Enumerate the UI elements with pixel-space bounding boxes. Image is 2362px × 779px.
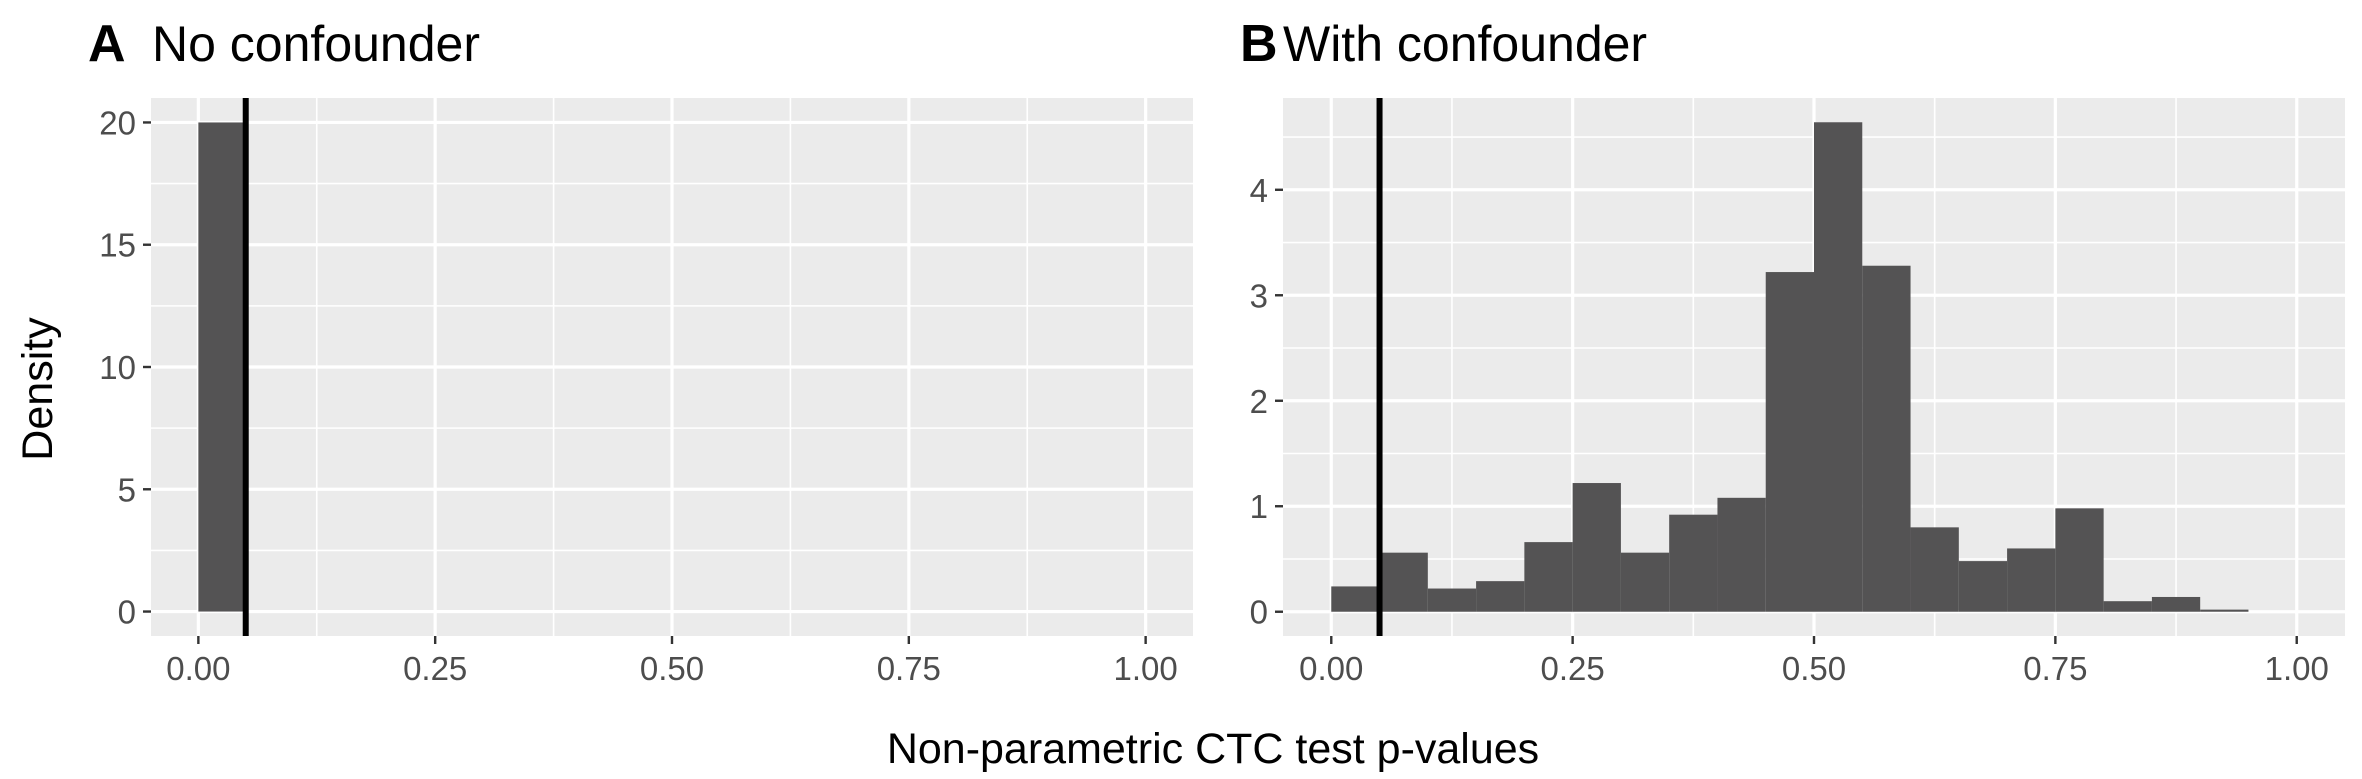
panel-b-y-tick-label: 4 xyxy=(1250,172,1268,209)
panel-b-histogram-bar xyxy=(1524,542,1573,612)
panel-b-y-tick-label: 2 xyxy=(1250,383,1268,420)
panel-b-histogram-bar xyxy=(1379,552,1428,612)
panel-a-y-tick-label: 0 xyxy=(118,594,136,631)
panel-a-histogram-bar xyxy=(198,122,246,612)
panel-b-y-tick-label: 0 xyxy=(1250,594,1268,631)
panel-b-histogram-bar xyxy=(1765,272,1814,612)
panel-a-y-tick-label: 5 xyxy=(118,471,136,508)
panel-b-histogram-bar xyxy=(1717,497,1766,612)
panel-b-histogram-bar xyxy=(2007,548,2056,612)
panel-a-x-tick-label: 0.00 xyxy=(166,650,230,687)
panel-a-title: No confounder xyxy=(152,16,480,72)
panel-b-x-tick-label: 0.25 xyxy=(1541,650,1605,687)
panel-b-histogram-bar xyxy=(1331,586,1380,612)
panel-b-histogram-bar xyxy=(2055,508,2104,612)
panel-b-histogram-bar xyxy=(1814,122,1863,612)
panel-b-x-tick-label: 1.00 xyxy=(2265,650,2329,687)
panel-a-tag: A xyxy=(88,15,126,73)
panel-a-y-tick-label: 15 xyxy=(99,227,136,264)
panel-b-tag: B xyxy=(1240,15,1278,73)
panel-b-histogram-bar xyxy=(1958,561,2008,612)
panel-b-histogram-bar xyxy=(1572,483,1621,612)
panel-b-x-tick-label: 0.50 xyxy=(1782,650,1846,687)
panel-a-no-confounder: A No confounder 0.00 0.25 0.50 0.75 1.00 0 5 10… xyxy=(88,15,1193,687)
panel-b-title: With confounder xyxy=(1283,16,1647,72)
panel-a-y-tick-label: 20 xyxy=(99,104,136,141)
panel-b-y-tick-label: 3 xyxy=(1250,277,1268,314)
panel-b-histogram-bar xyxy=(1862,265,1911,612)
panel-b-with-confounder: B With confounder 0.00 0.25 0.50 0.75 1.00 0 1… xyxy=(1240,15,2345,687)
y-axis-title: Density xyxy=(14,317,62,461)
panel-b-x-tick-label: 0.00 xyxy=(1299,650,1363,687)
x-axis-title: Non-parametric CTC test p-values xyxy=(887,725,1539,773)
panel-b-histogram-bar xyxy=(1476,581,1525,612)
panel-a-x-tick-label: 0.75 xyxy=(877,650,941,687)
panel-a-x-tick-label: 0.50 xyxy=(640,650,704,687)
panel-a-x-tick-label: 1.00 xyxy=(1114,650,1178,687)
panel-b-histogram-bar xyxy=(1427,588,1477,612)
panel-a-x-tick-label: 0.25 xyxy=(403,650,467,687)
panel-b-histogram-bar xyxy=(2151,596,2201,612)
panel-b-x-tick-label: 0.75 xyxy=(2023,650,2087,687)
panel-b-histogram-bar xyxy=(1910,527,1959,612)
panel-a-y-tick-label: 10 xyxy=(99,349,136,386)
panel-b-histogram-bar xyxy=(1620,552,1670,612)
panel-b-y-tick-label: 1 xyxy=(1250,488,1268,525)
panel-b-histogram-bar xyxy=(1669,514,1718,612)
panel-b-histogram-bar xyxy=(2103,601,2152,612)
panel-b-histogram-bar xyxy=(2200,609,2249,612)
